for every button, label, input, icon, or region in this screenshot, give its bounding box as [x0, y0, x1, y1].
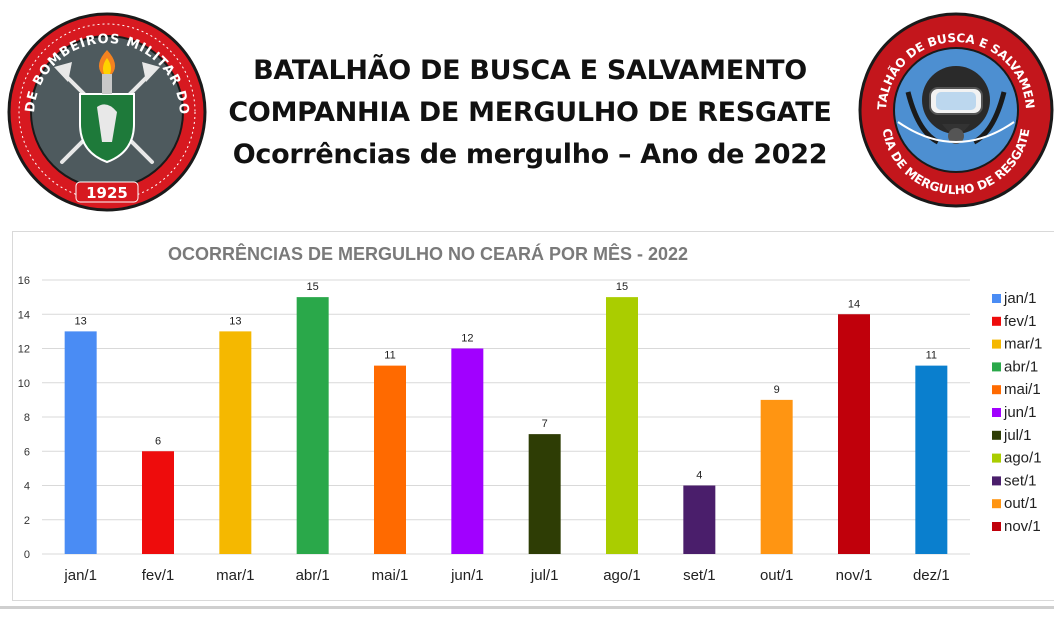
x-tick-label-3: abr/1: [296, 567, 330, 584]
legend-label-10: nov/1: [1004, 518, 1041, 535]
y-tick-label-2: 4: [24, 481, 30, 493]
data-label-0: 13: [75, 315, 87, 327]
legend-swatch-6: [992, 430, 1001, 440]
cia-mergulho-logo: BATALHÃO DE BUSCA E SALVAMENTO CIA DE ME…: [858, 12, 1054, 208]
bar-jan-1: [64, 331, 97, 554]
x-tick-label-9: out/1: [760, 567, 793, 584]
legend-label-5: jun/1: [1003, 404, 1037, 421]
legend-swatch-2: [992, 339, 1001, 349]
data-label-1: 6: [155, 435, 161, 447]
x-tick-label-7: ago/1: [603, 567, 641, 584]
legend-label-2: mar/1: [1004, 336, 1042, 353]
legend-swatch-8: [992, 476, 1001, 486]
heading-line-1: BATALHÃO DE BUSCA E SALVAMENTO: [253, 55, 807, 86]
legend-label-4: mai/1: [1004, 381, 1041, 398]
legend-label-3: abr/1: [1004, 358, 1038, 375]
data-label-6: 7: [542, 418, 548, 430]
bar-abr-1: [296, 297, 329, 554]
data-label-8: 4: [696, 470, 702, 482]
x-tick-label-0: jan/1: [63, 567, 97, 584]
y-tick-label-1: 2: [24, 515, 30, 527]
x-tick-label-1: fev/1: [142, 567, 175, 584]
data-label-9: 9: [774, 384, 780, 396]
logo-left-year: 1925: [86, 184, 128, 202]
data-label-3: 15: [307, 281, 319, 293]
bar-set-1: [683, 485, 716, 554]
y-tick-label-3: 6: [24, 446, 30, 458]
legend-swatch-1: [992, 316, 1001, 326]
data-label-5: 12: [461, 333, 473, 345]
bombeiros-ceara-logo: CORPO DE BOMBEIROS MILITAR DO CEARÁ 1925: [2, 12, 207, 212]
legend-swatch-4: [992, 385, 1001, 395]
legend-label-0: jan/1: [1003, 290, 1037, 307]
heading-line-3: Ocorrências de mergulho – Ano de 2022: [232, 139, 828, 170]
legend-swatch-5: [992, 408, 1001, 417]
heading-line-2: COMPANHIA DE MERGULHO DE RESGATE: [228, 97, 832, 128]
legend-swatch-10: [992, 522, 1001, 531]
x-tick-label-4: mai/1: [372, 567, 409, 584]
legend-label-9: out/1: [1004, 495, 1037, 512]
x-tick-label-5: jun/1: [450, 567, 484, 584]
legend-label-6: jul/1: [1003, 427, 1032, 444]
data-label-11: 11: [926, 350, 937, 362]
y-tick-label-4: 8: [24, 412, 30, 424]
bar-out-1: [760, 399, 793, 554]
y-tick-label-5: 10: [18, 378, 30, 390]
legend-swatch-7: [992, 453, 1001, 463]
x-tick-label-8: set/1: [683, 567, 716, 584]
y-tick-label-0: 0: [24, 549, 30, 561]
y-tick-label-8: 16: [18, 275, 30, 287]
legend-label-7: ago/1: [1004, 450, 1042, 467]
legend-swatch-3: [992, 362, 1001, 372]
data-label-7: 15: [616, 281, 628, 293]
page-heading: BATALHÃO DE BUSCA E SALVAMENTO COMPANHIA…: [200, 50, 860, 176]
bar-ago-1: [606, 297, 638, 554]
legend-swatch-0: [992, 294, 1001, 303]
bar-mar-1: [219, 331, 252, 554]
legend-swatch-9: [992, 499, 1001, 509]
y-tick-label-6: 12: [18, 344, 30, 356]
bar-nov-1: [838, 314, 870, 554]
legend-label-1: fev/1: [1004, 313, 1037, 330]
x-tick-label-10: nov/1: [836, 567, 873, 584]
chart-title: OCORRÊNCIAS DE MERGULHO NO CEARÁ POR MÊS…: [167, 244, 689, 264]
x-tick-label-6: jul/1: [530, 567, 559, 584]
data-label-10: 14: [848, 298, 860, 310]
y-tick-label-7: 14: [18, 309, 30, 321]
x-tick-label-2: mar/1: [216, 567, 254, 584]
bar-jun-1: [451, 348, 484, 554]
bar-dez-1: [915, 365, 948, 554]
data-label-4: 11: [384, 350, 395, 362]
bottom-rule: [0, 606, 1054, 609]
legend-label-8: set/1: [1004, 472, 1037, 489]
x-tick-label-11: dez/1: [913, 567, 950, 584]
data-label-2: 13: [229, 315, 241, 327]
bar-mai-1: [374, 365, 406, 554]
bar-fev-1: [142, 451, 174, 554]
bar-jul-1: [528, 434, 561, 554]
